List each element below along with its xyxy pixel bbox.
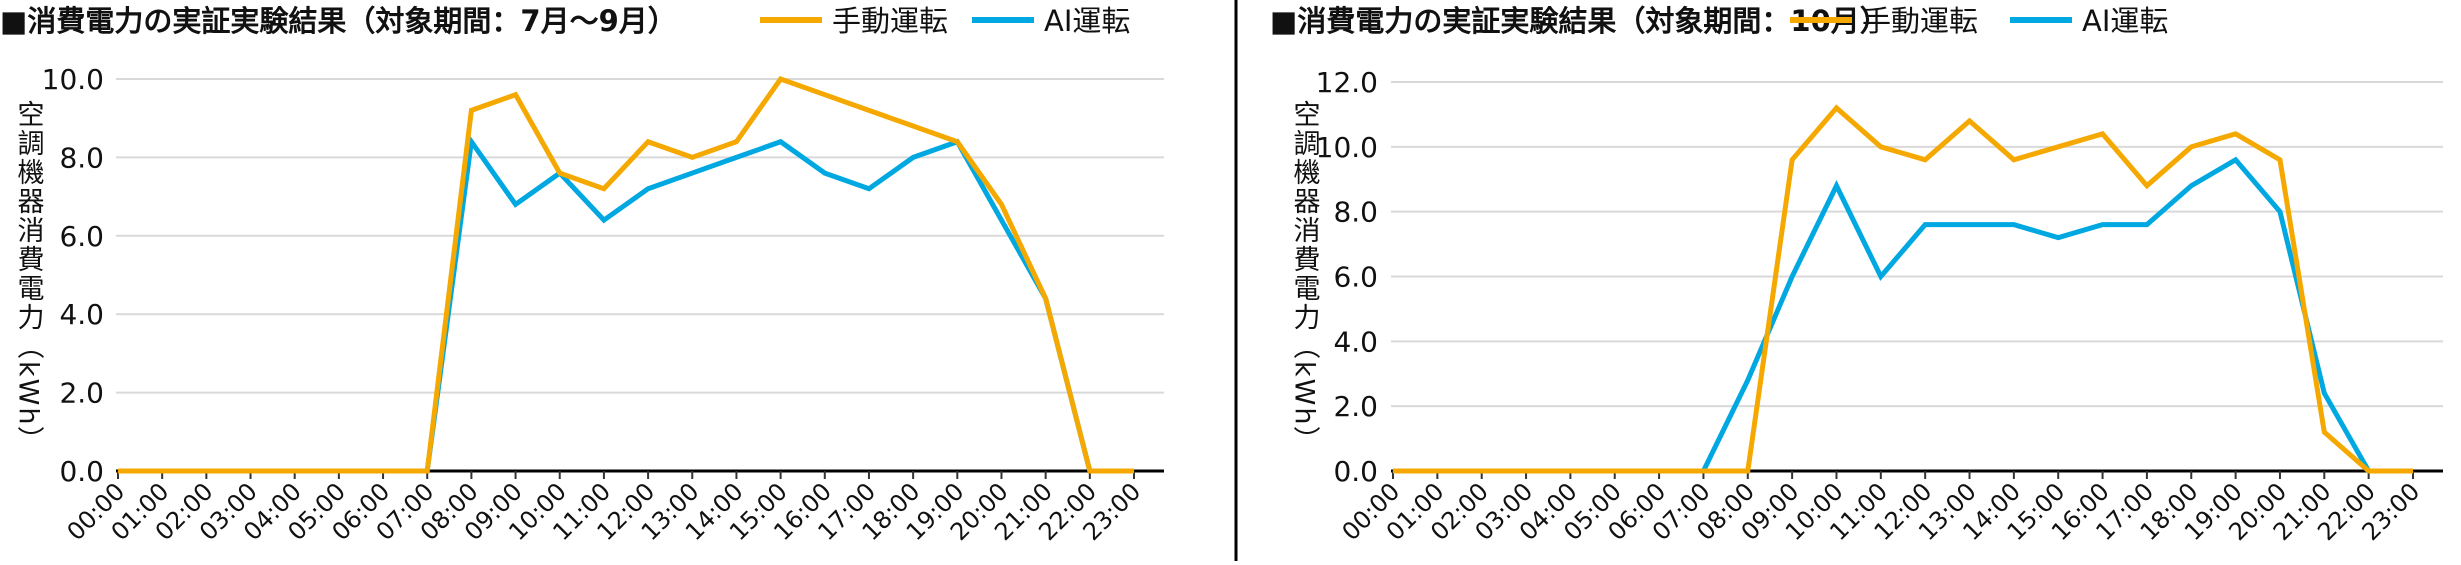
legend-label-manual: 手動運転 [1862, 4, 1978, 38]
y-tick-label: 6.0 [59, 220, 104, 253]
series-line-manual [1393, 108, 2413, 471]
series-line-ai [118, 142, 1134, 471]
chart-panel-1: ■消費電力の実証実験結果（対象期間：7月〜9月） 手動運転 AI運転 0.0 2.0 4.… [0, 4, 1164, 546]
y-tick-label: 8.0 [59, 141, 104, 174]
y-tick-label: 10.0 [42, 63, 104, 96]
y-tick-label: 8.0 [1333, 196, 1378, 229]
y-tick-label: 0.0 [59, 455, 104, 488]
y-tick-label: 10.0 [1316, 131, 1378, 164]
series-line-ai [1393, 160, 2413, 471]
legend-label-ai: AI運転 [1044, 4, 1130, 38]
y-tick-label: 6.0 [1333, 261, 1378, 294]
y-tick-label: 4.0 [1333, 325, 1378, 358]
y-tick-label: 4.0 [59, 298, 104, 331]
legend-label-ai: AI運転 [2082, 4, 2168, 38]
y-tick-label: 12.0 [1316, 66, 1378, 99]
y-tick-label: 2.0 [59, 377, 104, 410]
chart-title: ■消費電力の実証実験結果（対象期間：7月〜9月） [0, 4, 677, 38]
y-tick-label: 2.0 [1333, 390, 1378, 423]
y-axis-label: 空調機器消費電力（kWh） [1289, 100, 1321, 456]
legend-label-manual: 手動運転 [832, 4, 948, 38]
y-axis-label: 空調機器消費電力（kWh） [13, 100, 45, 456]
y-tick-label: 0.0 [1333, 455, 1378, 488]
series-line-manual [118, 79, 1134, 471]
